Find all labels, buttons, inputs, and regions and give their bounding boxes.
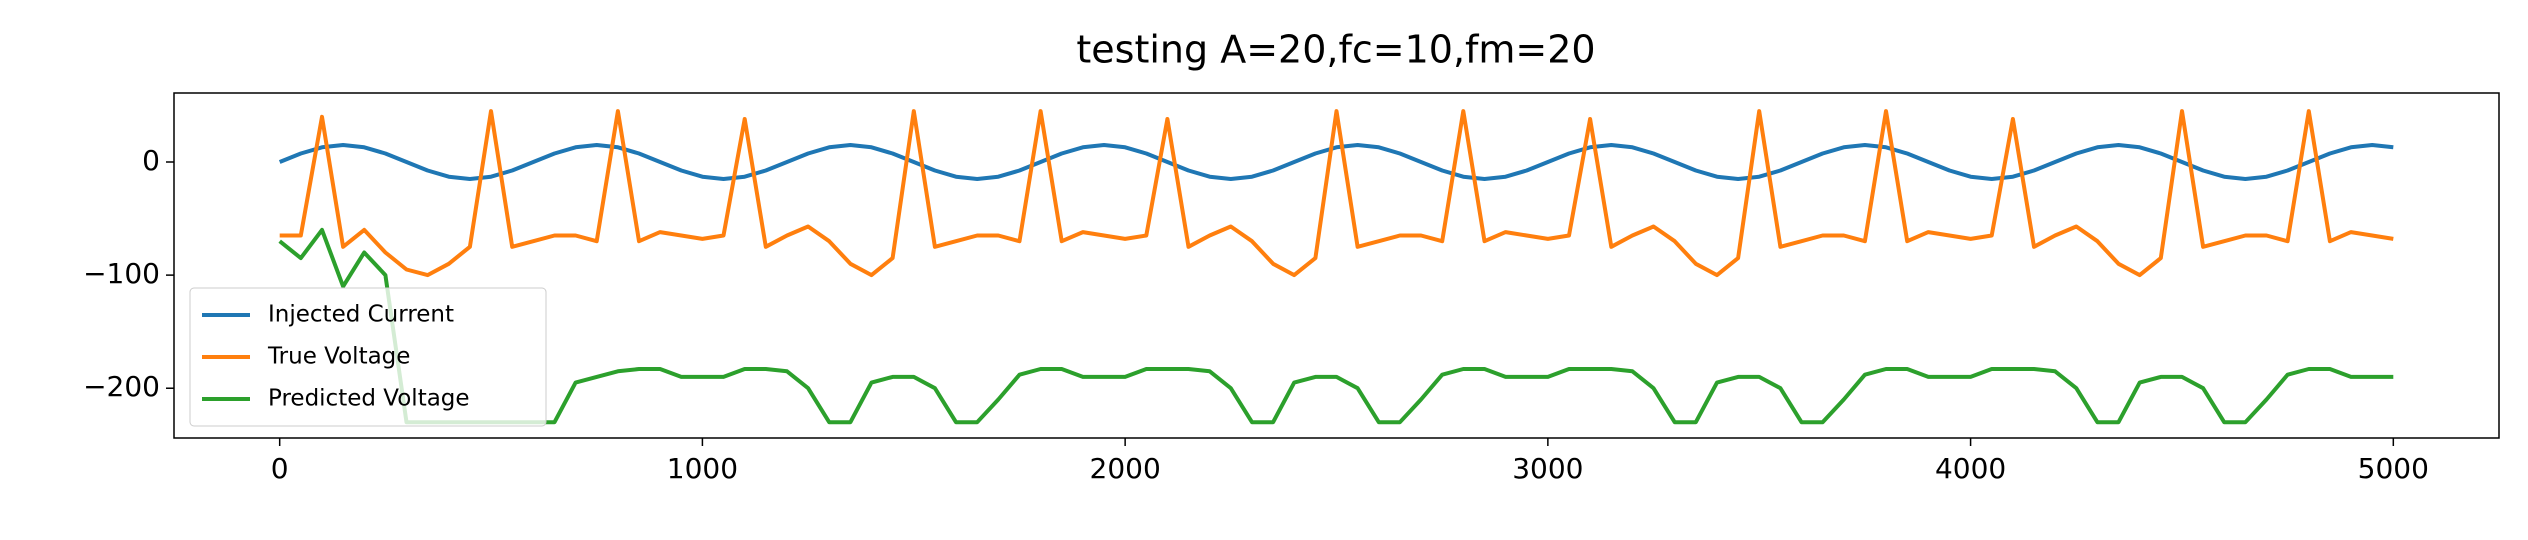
x-tick-label: 4000 [1935, 452, 2006, 485]
y-tick-label: −200 [83, 370, 160, 403]
x-tick-label: 3000 [1512, 452, 1583, 485]
y-tick-label: 0 [142, 144, 160, 177]
chart-title: testing A=20,fc=10,fm=20 [1076, 28, 1595, 72]
legend-label: True Voltage [267, 344, 410, 370]
legend-label: Predicted Voltage [268, 386, 470, 412]
series-line [278, 227, 2394, 425]
series-line [278, 143, 2394, 181]
x-tick-label: 0 [271, 452, 289, 485]
x-tick-label: 5000 [2358, 452, 2429, 485]
x-tick-label: 2000 [1090, 452, 1161, 485]
series-line [279, 109, 2394, 278]
x-tick-label: 1000 [667, 452, 738, 485]
plot-frame [173, 92, 2500, 439]
y-tick-label: −100 [83, 257, 160, 290]
legend-box [189, 287, 547, 427]
legend-label: Injected Current [268, 302, 454, 328]
